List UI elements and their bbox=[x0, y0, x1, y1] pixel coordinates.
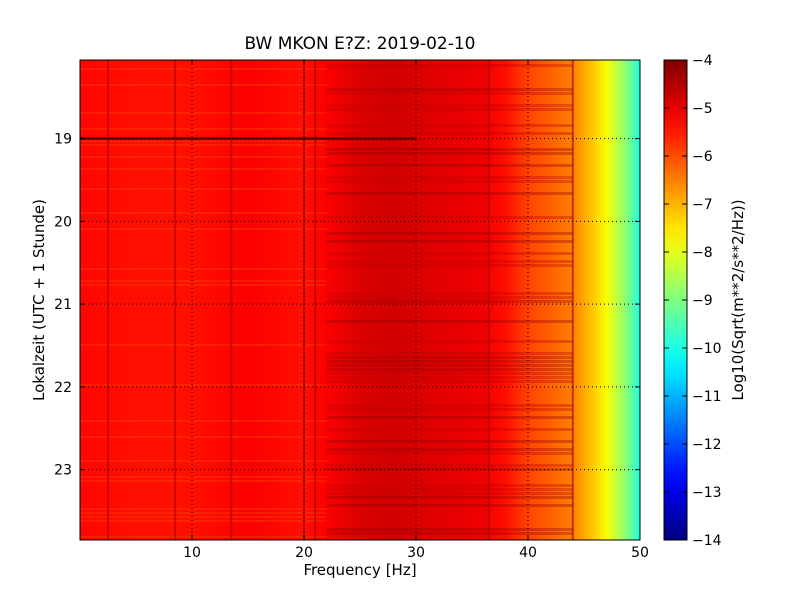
y-tick-label-2: 21 bbox=[54, 297, 72, 313]
x-tick-label-4: 50 bbox=[631, 545, 649, 561]
colorbar-tick-label-7: −11 bbox=[692, 389, 722, 405]
colorbar-tick-label-0: −4 bbox=[692, 53, 713, 69]
y-tick-label-3: 22 bbox=[54, 380, 72, 396]
colorbar-tick-label-10: −14 bbox=[692, 533, 722, 549]
colorbar-tick-label-3: −7 bbox=[692, 197, 713, 213]
x-tick-label-0: 10 bbox=[183, 545, 201, 561]
y-tick-label-4: 23 bbox=[54, 463, 72, 479]
x-tick-label-1: 20 bbox=[295, 545, 313, 561]
colorbar-tick-label-9: −13 bbox=[692, 485, 722, 501]
colorbar-tick-label-1: −5 bbox=[692, 101, 713, 117]
colorbar-tick-label-2: −6 bbox=[692, 149, 713, 165]
x-tick-label-2: 30 bbox=[407, 545, 425, 561]
colorbar-tick-label-5: −9 bbox=[692, 293, 713, 309]
plot-frame bbox=[79, 59, 641, 541]
spectrogram-bands bbox=[80, 64, 573, 538]
chart-title: BW MKON E?Z: 2019-02-10 bbox=[244, 34, 476, 54]
colorbar-tick-label-4: −8 bbox=[692, 245, 713, 261]
colorbar-tick-label-6: −10 bbox=[692, 341, 722, 357]
x-axis-label: Frequency [Hz] bbox=[303, 561, 417, 579]
y-tick-label-1: 20 bbox=[54, 214, 72, 230]
x-tick-label-3: 40 bbox=[519, 545, 537, 561]
y-tick-label-0: 19 bbox=[54, 132, 72, 148]
colorbar-tick-label-8: −12 bbox=[692, 437, 722, 453]
